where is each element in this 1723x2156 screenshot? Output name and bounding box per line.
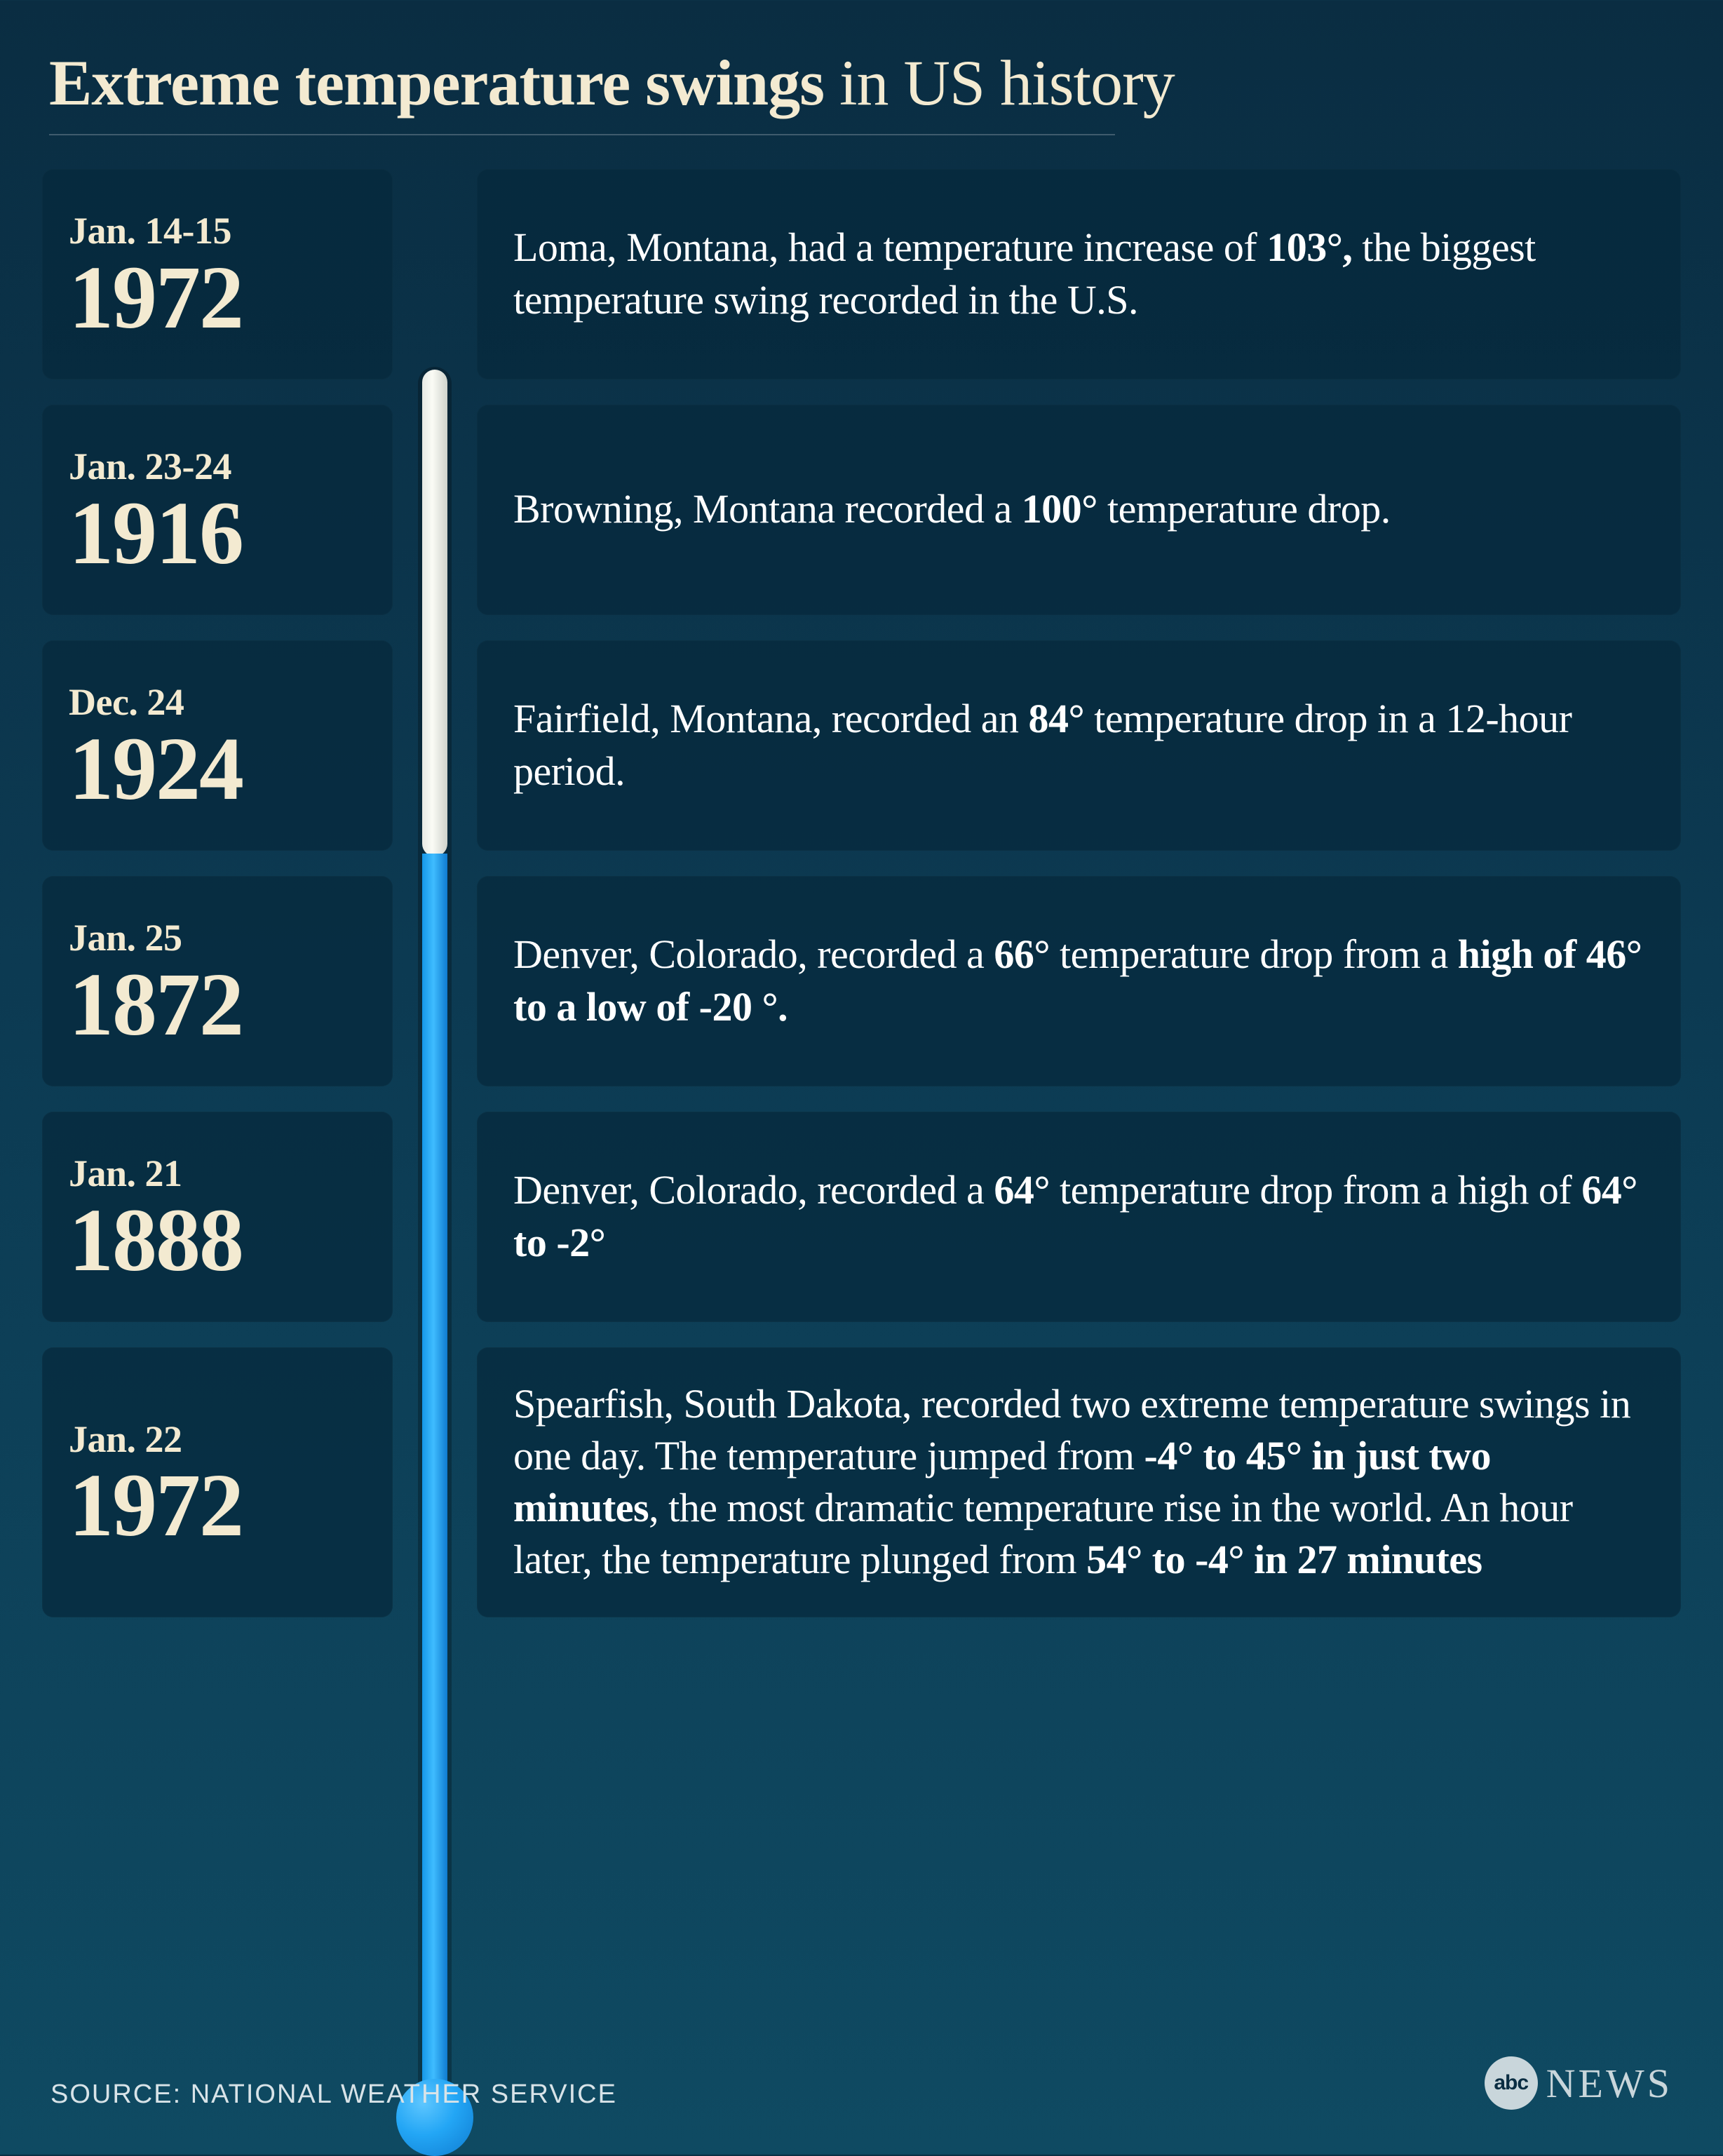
event-row: Dec. 241924 Fairfield, Montana, recorded … bbox=[42, 640, 1681, 851]
date-card: Jan. 221972 bbox=[42, 1347, 393, 1617]
brand-text: NEWS bbox=[1546, 2060, 1673, 2107]
date-card: Jan. 14-151972 bbox=[42, 169, 393, 379]
description-card: Loma, Montana, had a temperature increas… bbox=[477, 169, 1681, 379]
date-year: 1972 bbox=[69, 1460, 365, 1550]
date-year: 1924 bbox=[69, 724, 365, 814]
event-row: Jan. 221972 Spearfish, South Dakota, reco… bbox=[42, 1347, 1681, 1617]
thermometer-gap bbox=[393, 1112, 477, 1322]
date-year: 1872 bbox=[69, 959, 365, 1049]
date-card: Jan. 211888 bbox=[42, 1112, 393, 1322]
description-text: Browning, Montana recorded a 100° temper… bbox=[513, 483, 1391, 535]
title-bold: Extreme temperature swings bbox=[49, 47, 824, 119]
date-range: Jan. 23-24 bbox=[69, 447, 365, 487]
date-year: 1888 bbox=[69, 1195, 365, 1285]
date-year: 1916 bbox=[69, 488, 365, 578]
description-card: Fairfield, Montana, recorded an 84° temp… bbox=[477, 640, 1681, 851]
page-title: Extreme temperature swings in US history bbox=[49, 49, 1681, 117]
title-block: Extreme temperature swings in US history bbox=[42, 49, 1681, 135]
description-text: Denver, Colorado, recorded a 64° tempera… bbox=[513, 1164, 1644, 1268]
title-rest: in US history bbox=[824, 47, 1175, 119]
description-card: Denver, Colorado, recorded a 66° tempera… bbox=[477, 876, 1681, 1086]
event-row: Jan. 14-151972 Loma, Montana, had a tempe… bbox=[42, 169, 1681, 379]
brand-logo: abc NEWS bbox=[1485, 2056, 1673, 2110]
infographic-container: Extreme temperature swings in US history… bbox=[0, 0, 1723, 2155]
footer: SOURCE: NATIONAL WEATHER SERVICE abc NEW… bbox=[50, 2056, 1673, 2110]
description-text: Spearfish, South Dakota, recorded two ex… bbox=[513, 1378, 1644, 1586]
date-year: 1972 bbox=[69, 252, 365, 342]
thermometer-gap bbox=[393, 169, 477, 379]
description-text: Fairfield, Montana, recorded an 84° temp… bbox=[513, 693, 1644, 797]
events-list: Jan. 14-151972Loma, Montana, had a tempe… bbox=[42, 169, 1681, 1617]
thermometer-gap bbox=[393, 1347, 477, 1617]
event-row: Jan. 211888 Denver, Colorado, recorded a … bbox=[42, 1112, 1681, 1322]
date-range: Jan. 21 bbox=[69, 1154, 365, 1194]
description-text: Loma, Montana, had a temperature increas… bbox=[513, 222, 1644, 325]
event-row: Jan. 251872 Denver, Colorado, recorded a … bbox=[42, 876, 1681, 1086]
source-text: SOURCE: NATIONAL WEATHER SERVICE bbox=[50, 2080, 617, 2110]
description-card: Browning, Montana recorded a 100° temper… bbox=[477, 405, 1681, 615]
date-card: Dec. 241924 bbox=[42, 640, 393, 851]
date-range: Jan. 25 bbox=[69, 918, 365, 958]
date-range: Dec. 24 bbox=[69, 682, 365, 722]
title-underline bbox=[49, 134, 1115, 135]
brand-circle-icon: abc bbox=[1485, 2056, 1538, 2110]
thermometer-gap bbox=[393, 640, 477, 851]
date-range: Jan. 14-15 bbox=[69, 211, 365, 251]
description-card: Denver, Colorado, recorded a 64° tempera… bbox=[477, 1112, 1681, 1322]
description-text: Denver, Colorado, recorded a 66° tempera… bbox=[513, 929, 1644, 1032]
thermometer-gap bbox=[393, 405, 477, 615]
description-card: Spearfish, South Dakota, recorded two ex… bbox=[477, 1347, 1681, 1617]
date-range: Jan. 22 bbox=[69, 1420, 365, 1460]
thermometer-gap bbox=[393, 876, 477, 1086]
date-card: Jan. 23-241916 bbox=[42, 405, 393, 615]
date-card: Jan. 251872 bbox=[42, 876, 393, 1086]
event-row: Jan. 23-241916 Browning, Montana recorded… bbox=[42, 405, 1681, 615]
